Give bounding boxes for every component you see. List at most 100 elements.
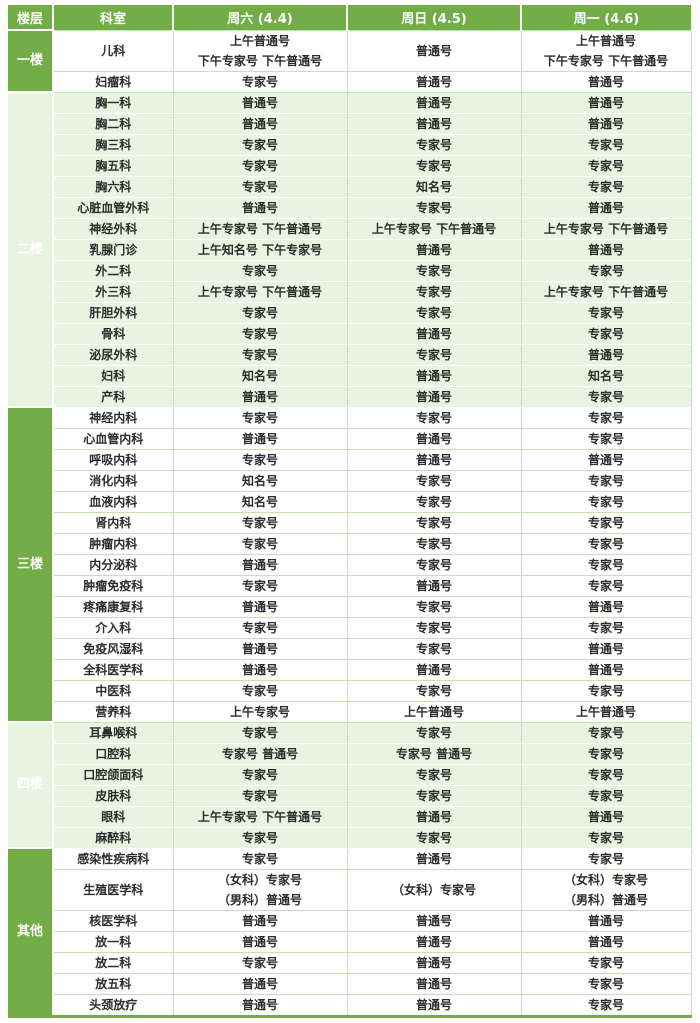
sunday-cell: 普通号: [346, 909, 522, 932]
table-row: 胸六科 专家号 知名号 专家号: [8, 175, 692, 198]
sunday-cell: 专家号: [346, 553, 522, 576]
sunday-cell: 专家号: [346, 721, 522, 744]
table-header: 楼层 科室 周六 (4.4) 周日 (4.5) 周一 (4.6): [8, 5, 691, 30]
monday-cell: 专家号: [520, 427, 692, 450]
table-row: 放五科 普通号 普通号 专家号: [8, 972, 692, 995]
saturday-cell: 专家号: [172, 951, 348, 974]
sunday-cell: 专家号: [346, 280, 522, 303]
sunday-cell: 专家号: [346, 616, 522, 639]
sunday-cell: 专家号: [346, 763, 522, 786]
monday-cell: 专家号: [520, 972, 692, 995]
dept-cell: 血液内科: [52, 490, 174, 513]
sunday-cell: 专家号: [346, 406, 522, 429]
monday-cell: 专家号: [520, 511, 692, 534]
dept-cell: 放二科: [52, 951, 174, 974]
floor-cell: 二楼: [8, 91, 54, 407]
sunday-cell: 专家号: [346, 637, 522, 660]
saturday-cell: 普通号: [172, 196, 348, 219]
saturday-cell: 普通号: [172, 637, 348, 660]
sunday-cell: 普通号: [346, 364, 522, 387]
sunday-cell: 普通号: [346, 91, 522, 114]
table-row: 血液内科 知名号 专家号 专家号: [8, 490, 692, 513]
saturday-cell: 专家号 普通号: [172, 742, 348, 765]
saturday-cell: 上午专家号: [172, 700, 348, 723]
table-row: 全科医学科 普通号 普通号 普通号: [8, 658, 692, 681]
sunday-cell: 普通号: [346, 972, 522, 995]
saturday-cell: 上午知名号 下午专家号: [172, 238, 348, 261]
dept-cell: 麻醉科: [52, 826, 174, 849]
dept-cell: 外二科: [52, 259, 174, 282]
table-row: 外三科 上午专家号 下午普通号 专家号 上午专家号 下午普通号: [8, 280, 692, 303]
dept-cell: 免疫风湿科: [52, 637, 174, 660]
dept-cell: 心血管内科: [52, 427, 174, 450]
dept-cell: 产科: [52, 385, 174, 408]
saturday-cell: 普通号: [172, 972, 348, 995]
sunday-cell: 普通号: [346, 847, 522, 870]
table-row: 肿瘤内科 专家号 专家号 专家号: [8, 532, 692, 555]
table-row: 疼痛康复科 普通号 专家号 普通号: [8, 595, 692, 618]
schedule-table: 楼层 科室 周六 (4.4) 周日 (4.5) 周一 (4.6) 一楼 儿科 上午普…: [8, 5, 692, 1018]
dept-cell: 胸六科: [52, 175, 174, 198]
saturday-cell: 专家号: [172, 847, 348, 870]
dept-cell: 神经内科: [52, 406, 174, 429]
monday-cell: 普通号: [520, 805, 692, 828]
table-row: 四楼 耳鼻喉科 专家号 专家号 专家号: [8, 721, 692, 848]
monday-cell: 上午普通号 下午专家号 下午普通号: [520, 29, 692, 72]
header-row: 楼层 科室 周六 (4.4) 周日 (4.5) 周一 (4.6): [8, 5, 691, 30]
sunday-cell: 专家号: [346, 259, 522, 282]
saturday-cell: 普通号: [172, 427, 348, 450]
header-saturday: 周六 (4.4): [172, 5, 347, 30]
saturday-cell: 专家号: [172, 721, 348, 744]
monday-cell: 专家号: [520, 993, 692, 1017]
sunday-cell: 普通号: [346, 70, 522, 93]
monday-cell: 普通号: [520, 196, 692, 219]
dept-cell: 胸二科: [52, 112, 174, 135]
monday-cell: 普通号: [520, 595, 692, 618]
table-row: 骨科 专家号 普通号 专家号: [8, 322, 692, 345]
saturday-cell: 专家号: [172, 826, 348, 849]
table-row: 口腔科 专家号 普通号 专家号 普通号 专家号: [8, 742, 692, 765]
table-row: 一楼 儿科 上午普通号 下午专家号 下午普通号 普通号 上午普通号 下午专家号 下午普通号: [8, 29, 692, 92]
dept-cell: 眼科: [52, 805, 174, 828]
dept-cell: 乳腺门诊: [52, 238, 174, 261]
monday-cell: 普通号: [520, 112, 692, 135]
dept-cell: 放五科: [52, 972, 174, 995]
sunday-cell: 专家号: [346, 196, 522, 219]
sunday-cell: 普通号: [346, 805, 522, 828]
saturday-cell: （女科）专家号 （男科）普通号: [172, 868, 348, 911]
dept-cell: 胸一科: [52, 91, 174, 114]
sunday-cell: 专家号: [346, 301, 522, 324]
dept-cell: 心脏血管外科: [52, 196, 174, 219]
saturday-cell: 普通号: [172, 658, 348, 681]
dept-cell: 疼痛康复科: [52, 595, 174, 618]
dept-cell: 口腔颌面科: [52, 763, 174, 786]
table-row: 麻醉科 专家号 专家号 专家号: [8, 826, 692, 849]
sunday-cell: 普通号: [346, 385, 522, 408]
floor-cell: 一楼: [8, 29, 54, 92]
sunday-cell: 专家号: [346, 490, 522, 513]
table-row: 肝胆外科 专家号 专家号 专家号: [8, 301, 692, 324]
saturday-cell: 专家号: [172, 679, 348, 702]
table-row: 外二科 专家号 专家号 专家号: [8, 259, 692, 282]
saturday-cell: 专家号: [172, 175, 348, 198]
monday-cell: 专家号: [520, 385, 692, 408]
saturday-cell: 专家号: [172, 532, 348, 555]
saturday-cell: 普通号: [172, 112, 348, 135]
table-row: 心血管内科 普通号 普通号 专家号: [8, 427, 692, 450]
table-row: 神经外科 上午专家号 下午普通号 上午专家号 下午普通号 上午专家号 下午普通号: [8, 217, 692, 240]
sunday-cell: 普通号: [346, 930, 522, 953]
dept-cell: 肿瘤内科: [52, 532, 174, 555]
dept-cell: 妇科: [52, 364, 174, 387]
monday-cell: 普通号: [520, 343, 692, 366]
sunday-cell: （女科）专家号: [346, 868, 522, 911]
monday-cell: 专家号: [520, 133, 692, 156]
monday-cell: 专家号: [520, 784, 692, 807]
saturday-cell: 专家号: [172, 301, 348, 324]
saturday-cell: 上午专家号 下午普通号: [172, 805, 348, 828]
monday-cell: 普通号: [520, 658, 692, 681]
table-row: 妇科 知名号 普通号 知名号: [8, 364, 692, 387]
sunday-cell: 普通号: [346, 993, 522, 1017]
saturday-cell: 专家号: [172, 511, 348, 534]
dept-cell: 头颈放疗: [52, 993, 174, 1017]
dept-cell: 胸三科: [52, 133, 174, 156]
